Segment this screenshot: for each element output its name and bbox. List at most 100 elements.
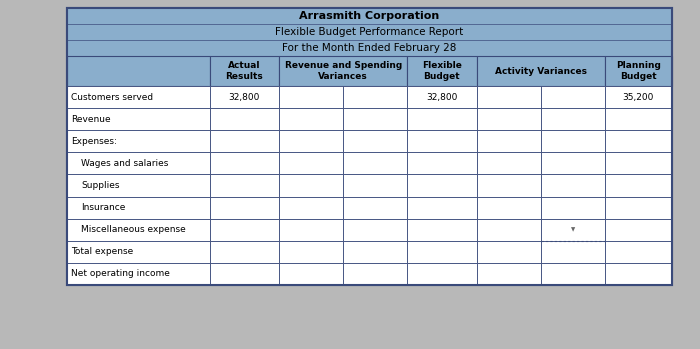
Bar xyxy=(407,86,477,108)
Bar xyxy=(279,86,343,108)
Bar xyxy=(477,263,540,285)
Bar xyxy=(67,40,672,56)
Bar xyxy=(540,219,605,241)
Bar xyxy=(477,241,540,263)
Text: Planning
Budget: Planning Budget xyxy=(616,61,661,81)
Text: Insurance: Insurance xyxy=(81,203,125,212)
Bar xyxy=(67,241,210,263)
Bar xyxy=(279,263,343,285)
Bar xyxy=(210,108,279,130)
Text: Actual
Results: Actual Results xyxy=(225,61,263,81)
Bar xyxy=(540,196,605,219)
Bar xyxy=(605,56,672,86)
Text: Miscellaneous expense: Miscellaneous expense xyxy=(81,225,186,234)
Bar xyxy=(279,174,343,196)
Bar xyxy=(210,196,279,219)
Text: For the Month Ended February 28: For the Month Ended February 28 xyxy=(282,43,456,53)
Text: Revenue: Revenue xyxy=(71,115,111,124)
Bar xyxy=(210,241,279,263)
Bar xyxy=(407,56,477,86)
Bar xyxy=(210,174,279,196)
Bar xyxy=(210,219,279,241)
Bar xyxy=(407,241,477,263)
Bar xyxy=(67,263,210,285)
Text: Expenses:: Expenses: xyxy=(71,137,117,146)
Text: Customers served: Customers served xyxy=(71,92,153,102)
Bar xyxy=(477,196,540,219)
Bar xyxy=(477,86,540,108)
Bar xyxy=(67,8,672,285)
Bar xyxy=(407,196,477,219)
Bar xyxy=(279,152,343,174)
Bar xyxy=(210,130,279,152)
Bar xyxy=(343,263,407,285)
Bar xyxy=(540,130,605,152)
Bar xyxy=(279,130,343,152)
Bar xyxy=(343,86,407,108)
Bar xyxy=(67,56,210,86)
Bar xyxy=(279,56,407,86)
Text: Total expense: Total expense xyxy=(71,247,133,256)
Bar xyxy=(67,8,672,285)
Bar xyxy=(605,130,672,152)
Bar xyxy=(210,152,279,174)
Bar xyxy=(540,86,605,108)
Bar xyxy=(605,196,672,219)
Text: 32,800: 32,800 xyxy=(229,92,260,102)
Bar xyxy=(279,108,343,130)
Text: Arrasmith Corporation: Arrasmith Corporation xyxy=(300,11,440,21)
Text: 35,200: 35,200 xyxy=(623,92,654,102)
Bar xyxy=(67,8,672,24)
Bar xyxy=(67,152,210,174)
Bar xyxy=(407,219,477,241)
Bar xyxy=(210,86,279,108)
Bar xyxy=(67,130,210,152)
Bar xyxy=(605,174,672,196)
Bar xyxy=(605,108,672,130)
Bar xyxy=(210,263,279,285)
Bar xyxy=(343,108,407,130)
Bar xyxy=(343,241,407,263)
Bar xyxy=(279,196,343,219)
Bar xyxy=(477,56,605,86)
Bar xyxy=(279,219,343,241)
Bar xyxy=(407,174,477,196)
Bar xyxy=(540,263,605,285)
Bar xyxy=(343,174,407,196)
Bar xyxy=(605,219,672,241)
Bar xyxy=(605,241,672,263)
Bar xyxy=(477,152,540,174)
Bar xyxy=(477,130,540,152)
Bar xyxy=(67,174,210,196)
Bar xyxy=(210,56,279,86)
Text: Flexible Budget Performance Report: Flexible Budget Performance Report xyxy=(275,27,463,37)
Bar xyxy=(605,152,672,174)
Bar xyxy=(67,219,210,241)
Bar xyxy=(279,241,343,263)
Text: Revenue and Spending
Variances: Revenue and Spending Variances xyxy=(284,61,402,81)
Bar xyxy=(477,219,540,241)
Text: ▼: ▼ xyxy=(570,227,575,232)
Bar xyxy=(407,108,477,130)
Bar xyxy=(407,152,477,174)
Text: Net operating income: Net operating income xyxy=(71,269,170,279)
Bar xyxy=(477,174,540,196)
Bar xyxy=(407,130,477,152)
Bar xyxy=(540,241,605,263)
Bar xyxy=(605,86,672,108)
Bar xyxy=(67,24,672,40)
Text: Flexible
Budget: Flexible Budget xyxy=(422,61,462,81)
Bar xyxy=(407,263,477,285)
Bar xyxy=(67,196,210,219)
Bar xyxy=(477,108,540,130)
Bar xyxy=(540,108,605,130)
Bar xyxy=(540,152,605,174)
Bar xyxy=(343,152,407,174)
Bar xyxy=(67,108,210,130)
Text: 32,800: 32,800 xyxy=(426,92,458,102)
Bar xyxy=(540,174,605,196)
Text: Activity Variances: Activity Variances xyxy=(495,67,587,75)
Bar xyxy=(605,263,672,285)
Text: Wages and salaries: Wages and salaries xyxy=(81,159,169,168)
Bar xyxy=(343,219,407,241)
